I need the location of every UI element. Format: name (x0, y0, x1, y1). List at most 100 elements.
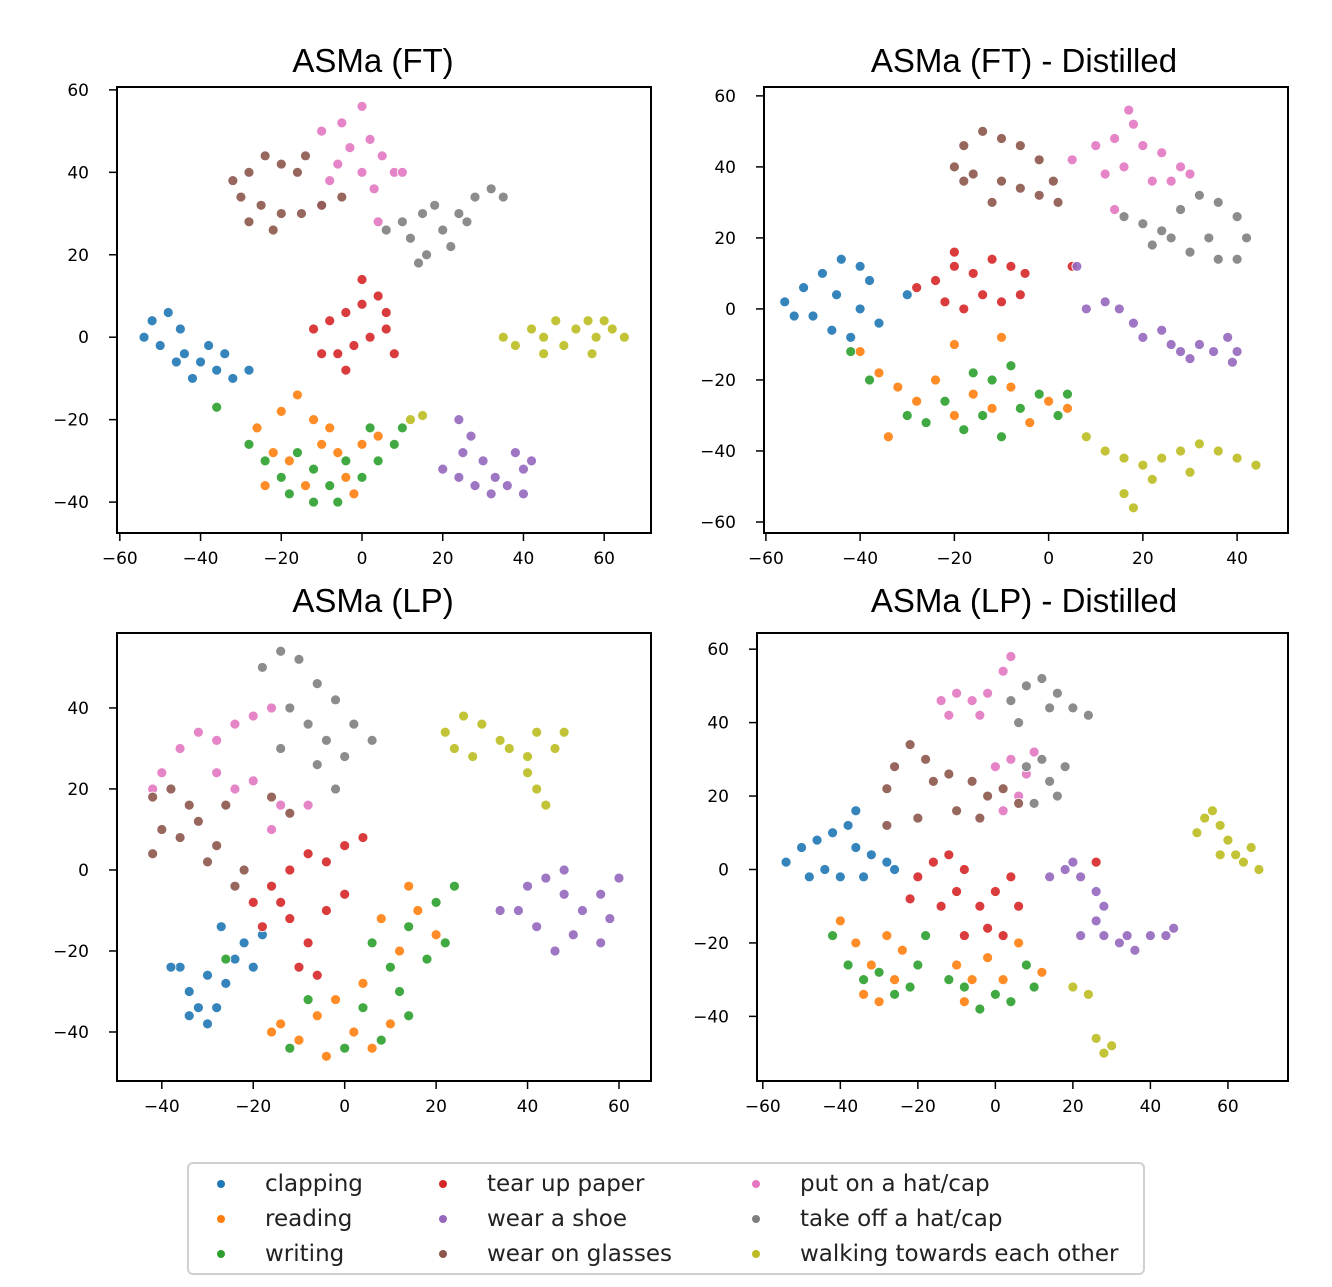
point-clapping (179, 348, 190, 360)
legend-label: writing (265, 1241, 345, 1267)
point-wear-on-glasses (948, 161, 960, 173)
point-wear-a-shoe (595, 937, 607, 949)
point-reading (854, 346, 866, 357)
point-wear-on-glasses (220, 799, 232, 811)
point-walking-towards-each-other (1099, 445, 1111, 457)
point-take-off-a-hat-cap (437, 224, 449, 236)
point-take-off-a-hat-cap (1156, 225, 1168, 237)
point-reading (403, 880, 415, 892)
point-writing (394, 986, 405, 997)
point-wear-a-shoe (567, 929, 579, 941)
point-wear-on-glasses (238, 864, 250, 876)
point-put-on-a-hat-cap (336, 117, 348, 129)
point-writing (439, 937, 451, 949)
legend-item-walking-towards-each-other: walking towards each other (752, 1241, 1119, 1267)
point-wear-a-shoe (1098, 900, 1110, 912)
point-tear-up-paper (302, 937, 314, 949)
point-writing (845, 346, 857, 357)
point-reading (873, 367, 885, 379)
point-reading (266, 1026, 277, 1038)
point-take-off-a-hat-cap (1036, 673, 1048, 684)
point-clapping (195, 356, 206, 368)
point-walking-towards-each-other (1222, 834, 1234, 846)
point-clapping (192, 1002, 204, 1014)
point-writing (388, 438, 400, 450)
point-writing (375, 1034, 387, 1046)
legend-item-reading: reading (217, 1206, 352, 1232)
point-clapping (864, 275, 875, 286)
point-reading (275, 1018, 287, 1030)
y-tick-label: 60 (707, 640, 729, 660)
point-clapping (854, 303, 866, 315)
point-reading (997, 974, 1009, 986)
point-reading (348, 488, 360, 500)
points (138, 100, 630, 508)
point-reading (948, 410, 960, 421)
x-tick-label: −20 (900, 1097, 936, 1117)
point-writing (1052, 410, 1064, 421)
point-walking-towards-each-other (449, 743, 460, 754)
point-writing (220, 953, 232, 965)
point-wear-a-shoe (485, 488, 497, 500)
x-tick-label: 20 (425, 1097, 447, 1117)
y-tick-label: −20 (693, 934, 729, 954)
point-walking-towards-each-other (531, 726, 543, 738)
point-reading (930, 374, 941, 386)
point-walking-towards-each-other (550, 315, 562, 327)
point-writing (385, 961, 396, 973)
point-put-on-a-hat-cap (156, 767, 168, 779)
point-wear-on-glasses (920, 753, 932, 765)
point-tear-up-paper (364, 331, 376, 343)
point-writing (901, 410, 913, 421)
point-reading (320, 1050, 332, 1062)
point-writing (421, 953, 433, 965)
point-tear-up-paper (380, 323, 392, 335)
point-clapping (858, 871, 869, 883)
x-tick-label: −20 (263, 549, 299, 569)
point-writing (284, 1042, 296, 1054)
point-reading (330, 994, 341, 1005)
y-tick-label: −20 (53, 942, 89, 962)
point-walking-towards-each-other (1230, 849, 1242, 861)
subplot-3: −60 −40 −20 0 20 40 60 −40 −20 0 20 40 60 (693, 632, 1289, 1117)
points (147, 645, 625, 1062)
point-writing (332, 496, 344, 508)
point-wear-on-glasses (235, 191, 247, 203)
point-wear-on-glasses (967, 168, 979, 180)
point-take-off-a-hat-cap (1146, 239, 1158, 251)
point-take-off-a-hat-cap (429, 199, 441, 211)
point-wear-a-shoe (522, 880, 533, 892)
point-wear-a-shoe (501, 480, 513, 491)
point-reading (1043, 395, 1055, 407)
point-walking-towards-each-other (1118, 452, 1130, 464)
point-wear-on-glasses (202, 856, 213, 868)
point-writing (275, 471, 287, 483)
point-wear-on-glasses (986, 197, 998, 208)
point-put-on-a-hat-cap (229, 783, 241, 795)
point-walking-towards-each-other (1250, 459, 1262, 471)
point-writing (974, 1003, 986, 1015)
point-walking-towards-each-other (1128, 502, 1139, 514)
point-reading (300, 480, 311, 491)
point-wear-a-shoe (1113, 937, 1125, 949)
point-writing (259, 455, 271, 467)
point-put-on-a-hat-cap (1137, 140, 1149, 151)
x-tick-label: −60 (745, 1097, 781, 1117)
point-wear-a-shoe (437, 463, 449, 475)
point-reading (251, 422, 263, 434)
point-clapping (138, 331, 150, 343)
y-tick-label: −40 (53, 493, 89, 513)
point-writing (364, 422, 376, 434)
point-walking-towards-each-other (1175, 445, 1186, 457)
point-writing (873, 966, 885, 978)
point-wear-on-glasses (275, 208, 287, 219)
point-put-on-a-hat-cap (324, 175, 336, 186)
y-tick-label: 0 (725, 300, 736, 320)
point-wear-on-glasses (192, 815, 204, 827)
point-tear-up-paper (997, 930, 1009, 941)
point-take-off-a-hat-cap (1231, 253, 1243, 265)
point-wear-a-shoe (613, 872, 625, 884)
x-tick-label: 60 (593, 549, 615, 569)
y-tick-label: −40 (53, 1023, 89, 1043)
y-tick-label: 40 (714, 158, 736, 178)
